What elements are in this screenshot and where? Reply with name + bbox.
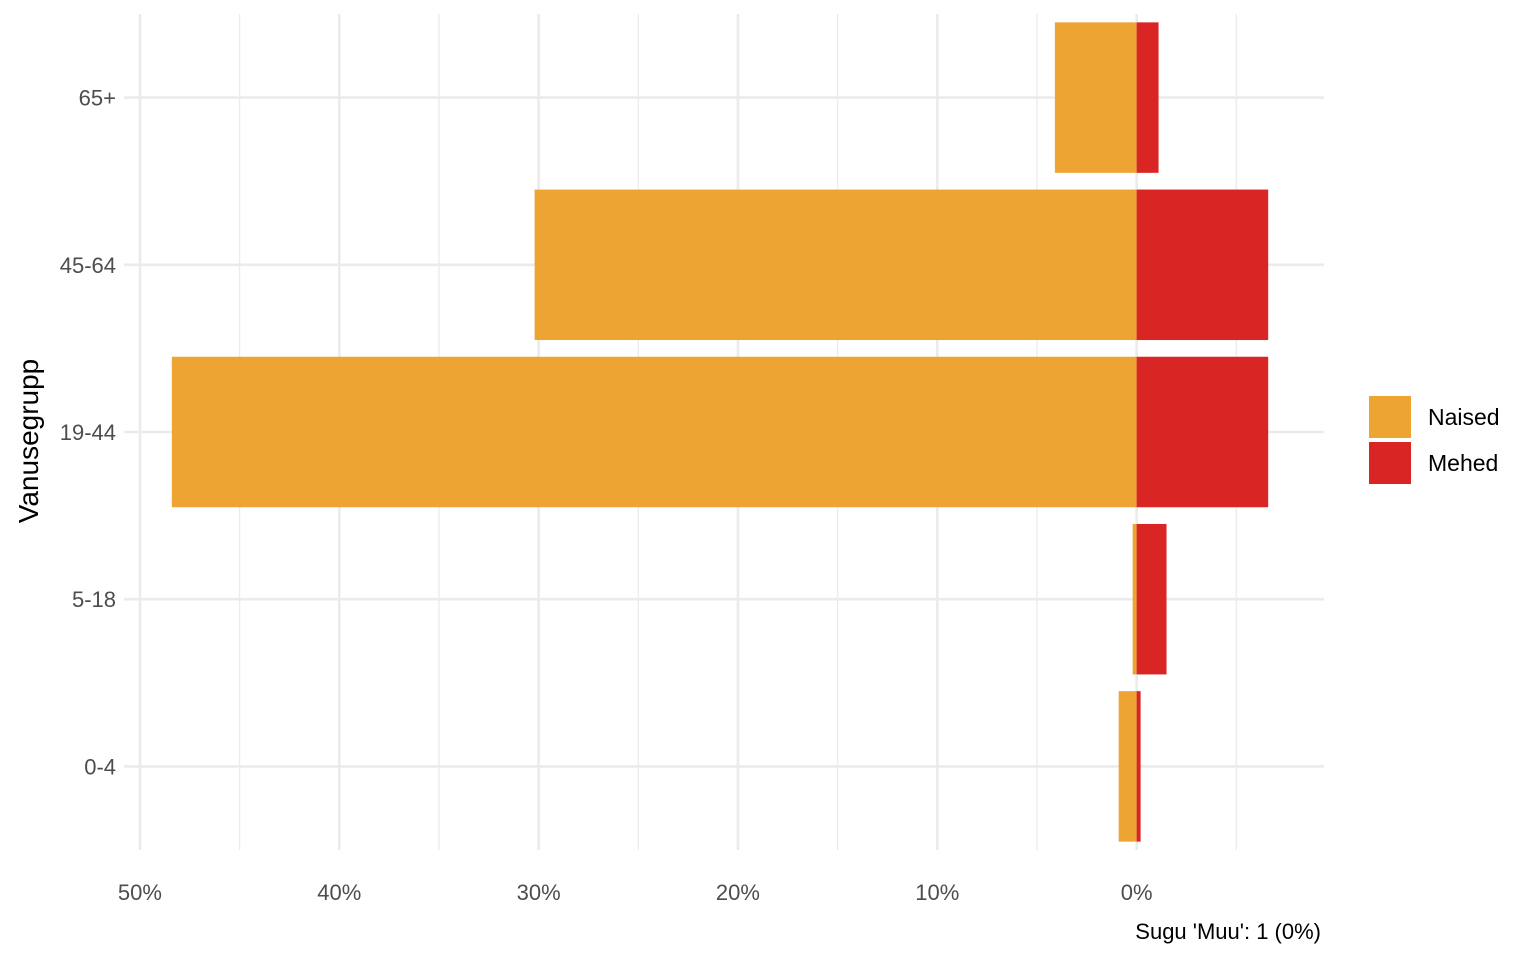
x-tick-label: 40% (317, 880, 361, 905)
legend: Naised Mehed (1369, 396, 1500, 484)
bar-mehed-65+ (1136, 22, 1159, 173)
x-tick-label: 10% (915, 880, 959, 905)
y-tick-label: 0-4 (84, 754, 116, 779)
chart-caption: Sugu 'Muu': 1 (0%) (1135, 919, 1321, 944)
bar-mehed-5-18 (1136, 523, 1167, 675)
bar-naised-19-44 (171, 356, 1137, 508)
y-tick-label: 65+ (79, 86, 116, 111)
bar-naised-65+ (1054, 22, 1137, 173)
x-tick-label: 50% (118, 880, 162, 905)
bar-naised-0-4 (1118, 691, 1137, 842)
x-tick-label: 20% (716, 880, 760, 905)
legend-label-mehed: Mehed (1428, 450, 1498, 476)
y-tick-label: 5-18 (72, 587, 116, 612)
x-tick-label: 0% (1121, 880, 1153, 905)
legend-label-naised: Naised (1428, 404, 1500, 430)
bar-mehed-0-4 (1136, 691, 1141, 842)
legend-swatch-naised (1369, 396, 1411, 438)
y-axis-title: Vanusegrupp (13, 359, 44, 524)
y-axis-tick-labels: 0-4 5-18 19-44 45-64 65+ (60, 86, 116, 780)
bars (171, 22, 1269, 842)
bar-mehed-19-44 (1136, 356, 1269, 508)
legend-swatch-mehed (1369, 442, 1411, 484)
y-tick-label: 45-64 (60, 253, 116, 278)
x-axis-tick-labels: 50% 40% 30% 20% 10% 0% (118, 880, 1153, 905)
bar-naised-5-18 (1132, 523, 1137, 675)
bar-mehed-45-64 (1136, 189, 1269, 341)
x-tick-label: 30% (517, 880, 561, 905)
y-tick-label: 19-44 (60, 420, 116, 445)
bar-naised-45-64 (534, 189, 1137, 341)
